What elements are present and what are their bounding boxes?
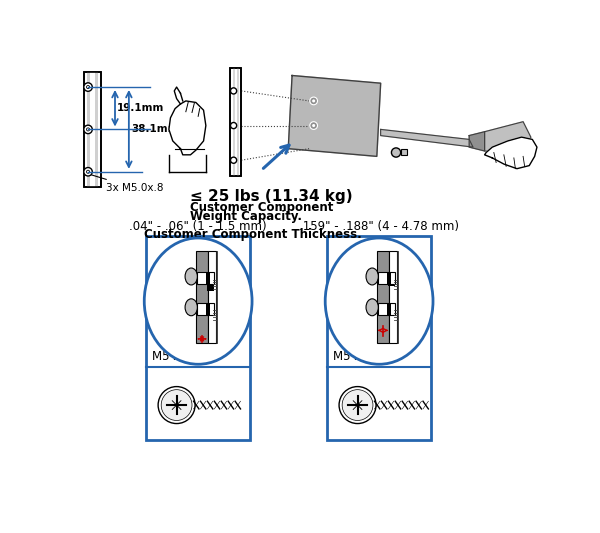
- Circle shape: [230, 157, 236, 163]
- Text: .04" - .06" (1 - 1.5 mm): .04" - .06" (1 - 1.5 mm): [129, 220, 266, 233]
- Polygon shape: [288, 76, 380, 156]
- Text: 38.1mm: 38.1mm: [131, 124, 179, 134]
- Circle shape: [310, 122, 317, 130]
- Circle shape: [310, 97, 317, 105]
- Bar: [206, 272, 210, 284]
- Ellipse shape: [325, 238, 433, 364]
- Bar: [208, 251, 216, 343]
- Bar: [327, 236, 431, 440]
- Text: ≤ 25 lbs (11.34 kg): ≤ 25 lbs (11.34 kg): [190, 189, 353, 204]
- Bar: [206, 303, 210, 315]
- Text: 3x M5.0x.8: 3x M5.0x.8: [91, 175, 163, 193]
- Bar: [377, 251, 389, 343]
- Polygon shape: [169, 156, 211, 172]
- Bar: [87, 71, 91, 187]
- Polygon shape: [485, 137, 537, 168]
- Bar: [197, 272, 214, 284]
- Circle shape: [84, 125, 92, 134]
- Bar: [91, 71, 95, 187]
- Bar: [379, 303, 395, 315]
- Text: .159" - .188" (4 - 4.78 mm): .159" - .188" (4 - 4.78 mm): [299, 220, 459, 233]
- Bar: [401, 149, 407, 155]
- Bar: [387, 272, 391, 284]
- Polygon shape: [169, 101, 206, 155]
- Bar: [389, 251, 397, 343]
- Ellipse shape: [366, 268, 379, 285]
- Bar: [233, 68, 235, 175]
- Bar: [84, 71, 101, 187]
- Bar: [387, 303, 391, 315]
- Polygon shape: [469, 132, 485, 151]
- Circle shape: [391, 148, 401, 157]
- Circle shape: [84, 83, 92, 91]
- Bar: [236, 68, 239, 175]
- Text: M5 x 10mm: M5 x 10mm: [152, 350, 222, 363]
- Circle shape: [230, 123, 236, 128]
- Bar: [84, 71, 101, 187]
- Bar: [388, 272, 395, 286]
- Text: Customer Component: Customer Component: [190, 201, 334, 214]
- Polygon shape: [485, 122, 531, 155]
- Circle shape: [342, 390, 373, 421]
- Bar: [379, 272, 395, 284]
- Bar: [230, 68, 241, 175]
- Circle shape: [312, 99, 315, 102]
- Text: 19.1mm: 19.1mm: [118, 103, 164, 113]
- Circle shape: [339, 386, 376, 424]
- Bar: [146, 236, 250, 440]
- Bar: [208, 282, 214, 291]
- Text: Customer Component Thickness.: Customer Component Thickness.: [144, 228, 362, 241]
- Ellipse shape: [366, 299, 379, 316]
- Ellipse shape: [185, 299, 197, 316]
- Circle shape: [84, 167, 92, 176]
- Bar: [216, 251, 217, 343]
- Bar: [196, 251, 208, 343]
- Circle shape: [158, 386, 195, 424]
- Bar: [95, 71, 98, 187]
- Ellipse shape: [185, 268, 197, 285]
- Circle shape: [161, 390, 192, 421]
- Polygon shape: [380, 130, 473, 147]
- Circle shape: [86, 85, 89, 88]
- Bar: [397, 251, 398, 343]
- Bar: [230, 68, 241, 175]
- Circle shape: [86, 170, 89, 173]
- Circle shape: [312, 124, 315, 127]
- Text: Weight Capacity.: Weight Capacity.: [190, 210, 302, 223]
- Bar: [197, 303, 214, 315]
- Circle shape: [230, 88, 236, 94]
- Circle shape: [86, 128, 89, 131]
- Text: M5 x 12mm: M5 x 12mm: [333, 350, 403, 363]
- Ellipse shape: [144, 238, 252, 364]
